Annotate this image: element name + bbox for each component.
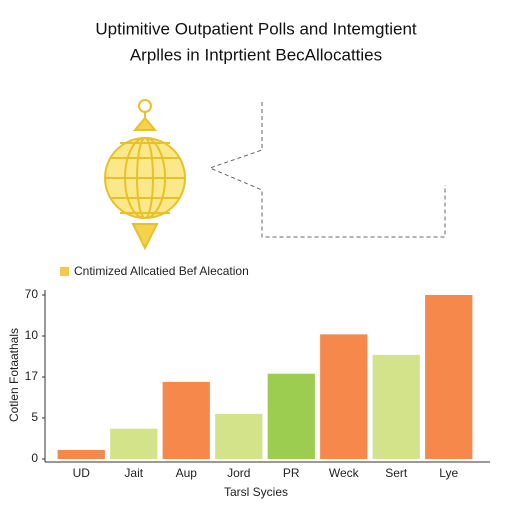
x-tick-label: Lye xyxy=(439,466,458,480)
x-tick-label: PR xyxy=(283,466,300,480)
dashed-connector xyxy=(208,102,446,238)
x-tick-label: Aup xyxy=(176,466,198,480)
x-tick-label: Jait xyxy=(124,466,143,480)
legend-label: Cntimized Allcatied Bef Alecation xyxy=(74,264,249,278)
bar xyxy=(110,428,158,459)
y-tick-label: 0 xyxy=(31,451,38,465)
globe-icon xyxy=(104,99,186,251)
y-tick-label: 17 xyxy=(25,369,39,383)
bar xyxy=(320,334,368,459)
legend-swatch xyxy=(60,267,69,276)
bar xyxy=(57,449,105,459)
x-tick-label: Sert xyxy=(385,466,408,480)
x-tick-label: Jord xyxy=(227,466,250,480)
y-tick-label: 10 xyxy=(25,328,39,342)
bar xyxy=(162,381,210,459)
bar xyxy=(267,373,315,459)
bar xyxy=(372,354,420,459)
x-axis-label: Tarsl Sycies xyxy=(224,485,288,499)
y-tick-label: 5 xyxy=(31,410,38,424)
y-tick-label: 70 xyxy=(25,287,39,301)
x-tick-label: Weck xyxy=(329,466,360,480)
y-axis-label: Cotlen Fotaathals xyxy=(7,328,21,422)
bar xyxy=(215,413,263,459)
x-tick-label: UD xyxy=(73,466,91,480)
chart-title: Arplles in Intprtient BecAllocatties xyxy=(130,45,382,64)
bar xyxy=(425,295,473,459)
chart-title: Uptimitive Outpatient Polls and Intemgti… xyxy=(95,19,417,38)
